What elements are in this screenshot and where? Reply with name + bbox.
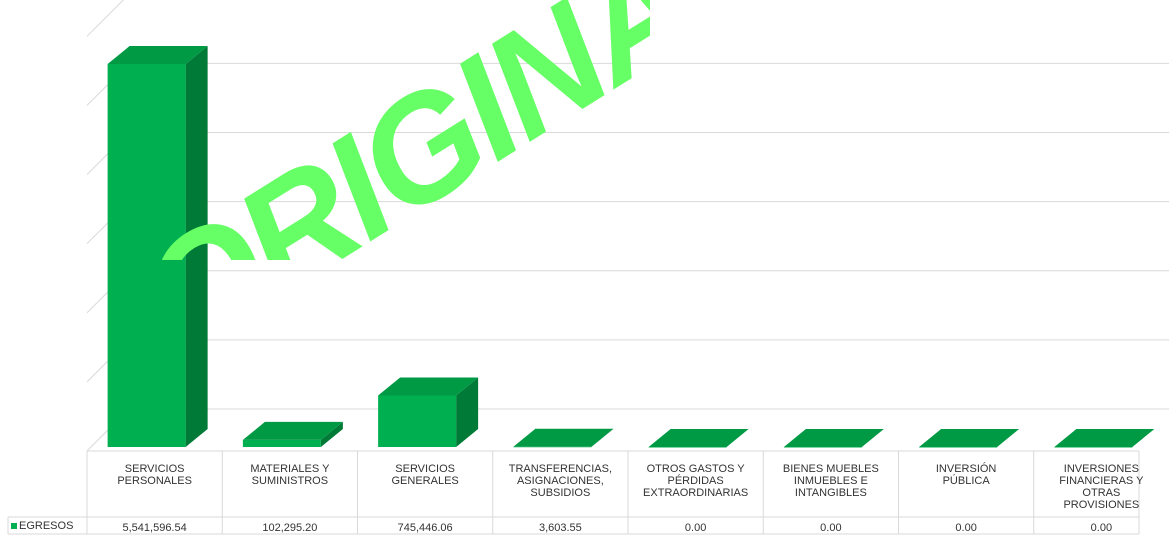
bar-front: [513, 446, 592, 448]
category-label: MATERIALES Y SUMINISTROS: [250, 463, 330, 487]
bar-side: [456, 377, 479, 447]
bar-side: [591, 428, 614, 447]
bar: [1054, 429, 1155, 448]
data-table-lines: [7, 450, 1140, 535]
bar-top: [107, 46, 208, 64]
gridlines: [86, 0, 1169, 452]
bar-front: [919, 447, 998, 448]
category-label: OTROS GASTOS Y PÉRDIDAS EXTRAORDINARIAS: [643, 463, 749, 499]
category-label: INVERSIÓN PÚBLICA: [935, 463, 997, 487]
data-table-value: 0.00: [820, 522, 842, 534]
bar-front: [1054, 447, 1133, 448]
data-table-value: 0.00: [1090, 522, 1113, 534]
bars: [107, 46, 1155, 448]
bar-front: [648, 447, 727, 448]
data-table-value: 5,541,596.54: [122, 522, 187, 534]
bar-top: [919, 429, 1020, 447]
bar: [242, 421, 343, 447]
bar-front: [107, 64, 186, 447]
bar-top: [783, 429, 884, 447]
bar: [107, 46, 208, 447]
bar-front: [242, 439, 321, 447]
category-label: BIENES MUEBLES INMUEBLES E INTANGIBLES: [782, 463, 879, 499]
data-table-value: 745,446.06: [397, 522, 453, 534]
bar: [783, 429, 884, 448]
bar: [378, 377, 479, 447]
bar-side: [320, 421, 343, 447]
bar-top: [378, 377, 479, 396]
bar-side: [185, 46, 208, 447]
legend-swatch: [11, 522, 17, 529]
gridline-diagonal: [86, 0, 125, 37]
bar: [919, 429, 1020, 448]
data-table-value: 102,295.20: [262, 522, 318, 534]
bar-top: [648, 429, 749, 447]
bar-front: [378, 395, 457, 447]
category-label: TRANSFERENCIAS, ASIGNACIONES, SUBSIDIOS: [508, 463, 613, 499]
data-table-value: 0.00: [955, 522, 977, 534]
bar-top: [242, 421, 343, 440]
category-label: INVERSIONES FINANCIERAS Y OTRAS PROVISIO…: [1059, 463, 1144, 511]
bar: [513, 428, 614, 448]
data-table-value: 3,603.55: [538, 522, 582, 534]
data-table-value: 0.00: [684, 522, 707, 534]
bar-top: [1054, 429, 1155, 447]
bar-front: [783, 447, 862, 448]
bar-top: [513, 428, 614, 447]
category-label: SERVICIOS GENERALES: [391, 463, 459, 487]
category-label: SERVICIOS PERSONALES: [117, 463, 192, 487]
bar: [648, 429, 749, 448]
legend-series-name: EGRESOS: [19, 520, 74, 532]
legend-cell: EGRESOS: [9, 520, 87, 534]
